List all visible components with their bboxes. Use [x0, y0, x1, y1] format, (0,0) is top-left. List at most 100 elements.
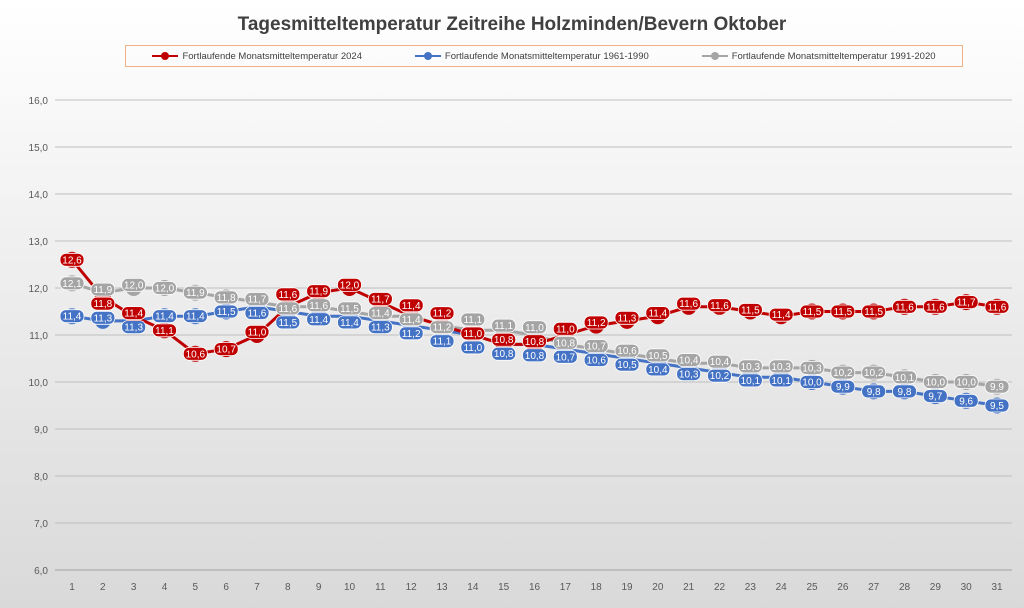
data-label-chip [306, 284, 332, 299]
data-label-chip [398, 326, 424, 341]
data-label-chip [552, 349, 578, 364]
data-label: 11,9 [309, 287, 328, 298]
data-label-chip [861, 304, 887, 319]
data-label: 10,2 [833, 368, 853, 379]
data-label: 11,3 [618, 313, 637, 324]
data-label-chip [614, 357, 640, 372]
data-label: 10,5 [648, 351, 668, 362]
data-label: 12,1 [62, 279, 82, 290]
data-label-chip [213, 290, 239, 305]
x-tick-label: 5 [193, 582, 199, 593]
data-label: 11,8 [93, 299, 112, 310]
data-label: 10,3 [741, 362, 761, 373]
data-label: 10,8 [494, 349, 514, 360]
data-label-chip [768, 307, 794, 322]
legend-item-1991-2020: Fortlaufende Monatsmitteltemperatur 1991… [701, 50, 936, 62]
data-label: 11,6 [988, 302, 1007, 313]
data-label-chip [922, 389, 948, 404]
data-label: 11,2 [402, 329, 421, 340]
data-label-chip [645, 306, 671, 321]
data-label: 10,3 [771, 362, 791, 373]
data-label-chip [676, 367, 702, 382]
data-label-chip [398, 298, 424, 313]
data-label: 11,4 [402, 301, 421, 312]
data-label-chip [491, 346, 517, 361]
x-tick-label: 29 [930, 582, 942, 593]
data-label: 10,6 [186, 349, 206, 360]
data-label: 10,1 [771, 376, 791, 387]
x-tick-label: 7 [254, 582, 260, 593]
data-label: 10,8 [525, 337, 545, 348]
data-label-chip [182, 285, 208, 300]
legend-swatch-2024 [152, 52, 179, 60]
data-label-chip [182, 346, 208, 361]
data-label: 11,1 [494, 321, 513, 332]
data-label-chip [275, 315, 301, 330]
data-label: 11,7 [248, 295, 267, 306]
data-label-chip [275, 301, 301, 316]
data-label: 11,6 [278, 290, 297, 301]
data-label: 10,3 [679, 370, 699, 381]
data-label: 11,2 [433, 323, 452, 334]
data-label-chip [306, 312, 332, 327]
data-label-chip [768, 359, 794, 374]
data-label-chip [614, 310, 640, 325]
data-label-chip [984, 379, 1010, 394]
data-label: 9,7 [928, 392, 942, 403]
y-tick-label: 10,0 [29, 378, 49, 389]
data-label-chip [583, 353, 609, 367]
data-label-chip [522, 320, 547, 335]
data-label-chip [552, 335, 578, 350]
legend-item-1961-1990: Fortlaufende Monatsmitteltemperatur 1961… [414, 51, 649, 62]
data-label: 10,7 [586, 342, 606, 353]
y-tick-label: 13,0 [29, 237, 49, 248]
data-label-chip [59, 276, 85, 291]
data-label-chip [892, 370, 917, 385]
data-label-chip [90, 282, 116, 297]
data-label-chip [460, 312, 486, 327]
data-label-chip [922, 299, 948, 314]
x-tick-label: 30 [961, 582, 973, 593]
data-label-chip [337, 301, 362, 316]
data-label-chip [892, 299, 917, 314]
data-label-chip [429, 306, 455, 321]
data-label-chip [460, 340, 486, 355]
data-label: 11,3 [124, 323, 143, 334]
data-label-chip [429, 334, 455, 349]
y-tick-label: 11,0 [29, 331, 48, 342]
x-tick-label: 31 [991, 582, 1003, 593]
data-label: 11,5 [833, 307, 852, 318]
data-label: 11,7 [371, 295, 390, 306]
data-label: 11,5 [803, 307, 822, 318]
x-tick-label: 18 [591, 582, 603, 593]
data-label: 11,4 [124, 309, 143, 320]
data-label-chip [213, 304, 239, 319]
data-label: 9,8 [867, 387, 881, 398]
x-tick-label: 2 [100, 582, 106, 593]
data-label: 11,0 [463, 343, 482, 354]
data-label-chip [244, 292, 270, 306]
data-label-chip [491, 332, 517, 347]
x-tick-label: 23 [745, 582, 757, 593]
legend-label-1991-2020: Fortlaufende Monatsmitteltemperatur 1991… [731, 50, 936, 62]
data-label: 11,1 [433, 337, 452, 348]
data-label-chip [121, 306, 147, 321]
x-tick-label: 14 [467, 582, 479, 593]
data-label: 11,0 [525, 323, 544, 334]
data-label-chip [830, 365, 856, 380]
data-label: 10,0 [926, 378, 946, 389]
data-label: 10,8 [494, 335, 514, 346]
data-label-chip [152, 323, 177, 338]
data-label: 9,5 [990, 401, 1004, 412]
y-tick-label: 9,0 [34, 425, 48, 436]
data-label-chip [121, 277, 147, 292]
data-label-chip [90, 296, 116, 311]
data-label-chip [522, 334, 547, 349]
data-label: 11,6 [248, 309, 267, 320]
x-tick-label: 19 [621, 582, 633, 593]
data-label: 11,5 [278, 318, 297, 329]
data-label: 9,9 [836, 382, 850, 393]
data-label: 10,2 [864, 368, 884, 379]
data-label-chip [429, 320, 455, 335]
